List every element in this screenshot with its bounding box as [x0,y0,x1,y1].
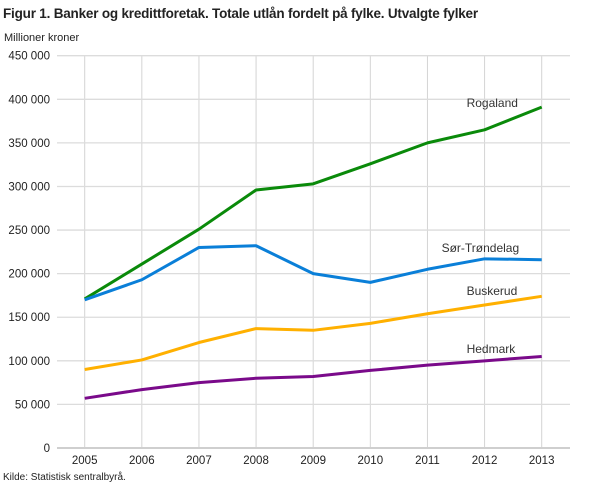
y-axis-label: Millioner kroner [4,32,80,44]
y-tick-label: 350 000 [8,138,50,150]
x-tick-label: 2012 [472,455,498,467]
chart-title: Figur 1. Banker og kredittforetak. Total… [3,6,478,21]
x-tick-label: 2009 [300,455,326,467]
x-tick-label: 2008 [243,455,269,467]
x-tick-label: 2005 [72,455,98,467]
series-label: Buskerud [467,284,518,298]
x-tick-label: 2013 [529,455,555,467]
y-tick-label: 100 000 [8,356,50,368]
y-tick-label: 300 000 [8,181,50,193]
x-tick-label: 2011 [415,455,440,467]
y-tick-label: 250 000 [8,225,50,237]
x-tick-label: 2010 [358,455,384,467]
y-tick-label: 50 000 [15,399,50,411]
x-tick-label: 2007 [186,455,212,467]
series-label: Rogaland [467,96,518,110]
series-label: Hedmark [467,342,517,356]
y-tick-label: 0 [44,443,50,455]
y-tick-label: 400 000 [8,94,50,106]
y-tick-label: 450 000 [8,51,50,63]
series-label: Sør-Trøndelag [442,241,520,255]
source-note: Kilde: Statistisk sentralbyrå. [3,472,126,483]
x-tick-label: 2006 [129,455,155,467]
y-tick-label: 150 000 [8,312,50,324]
y-tick-label: 200 000 [8,269,50,281]
